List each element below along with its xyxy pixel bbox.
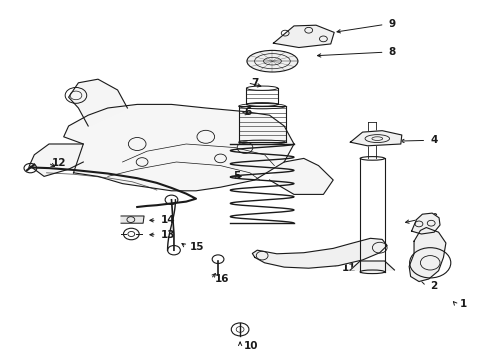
Text: 3: 3 [430, 213, 438, 223]
Ellipse shape [247, 50, 298, 72]
Text: 8: 8 [389, 47, 396, 57]
Polygon shape [29, 144, 83, 176]
Text: 2: 2 [430, 281, 438, 291]
Text: 15: 15 [190, 242, 205, 252]
Text: 10: 10 [244, 341, 259, 351]
Polygon shape [69, 79, 127, 126]
Polygon shape [409, 228, 446, 282]
Polygon shape [121, 216, 144, 223]
Polygon shape [252, 238, 387, 268]
Polygon shape [270, 158, 333, 194]
Text: 9: 9 [389, 19, 396, 30]
Ellipse shape [360, 270, 385, 274]
Polygon shape [412, 213, 440, 234]
Text: 13: 13 [161, 230, 175, 240]
Text: 11: 11 [342, 263, 357, 273]
Text: 5: 5 [233, 171, 240, 181]
Text: 4: 4 [430, 135, 438, 145]
Text: 6: 6 [244, 107, 251, 117]
Polygon shape [273, 25, 334, 48]
Text: 12: 12 [52, 158, 67, 168]
Text: 14: 14 [161, 215, 175, 225]
Text: 1: 1 [460, 299, 467, 309]
Polygon shape [350, 131, 402, 146]
Text: 7: 7 [251, 78, 259, 88]
Polygon shape [350, 261, 394, 270]
Polygon shape [64, 104, 294, 191]
Text: 16: 16 [215, 274, 229, 284]
